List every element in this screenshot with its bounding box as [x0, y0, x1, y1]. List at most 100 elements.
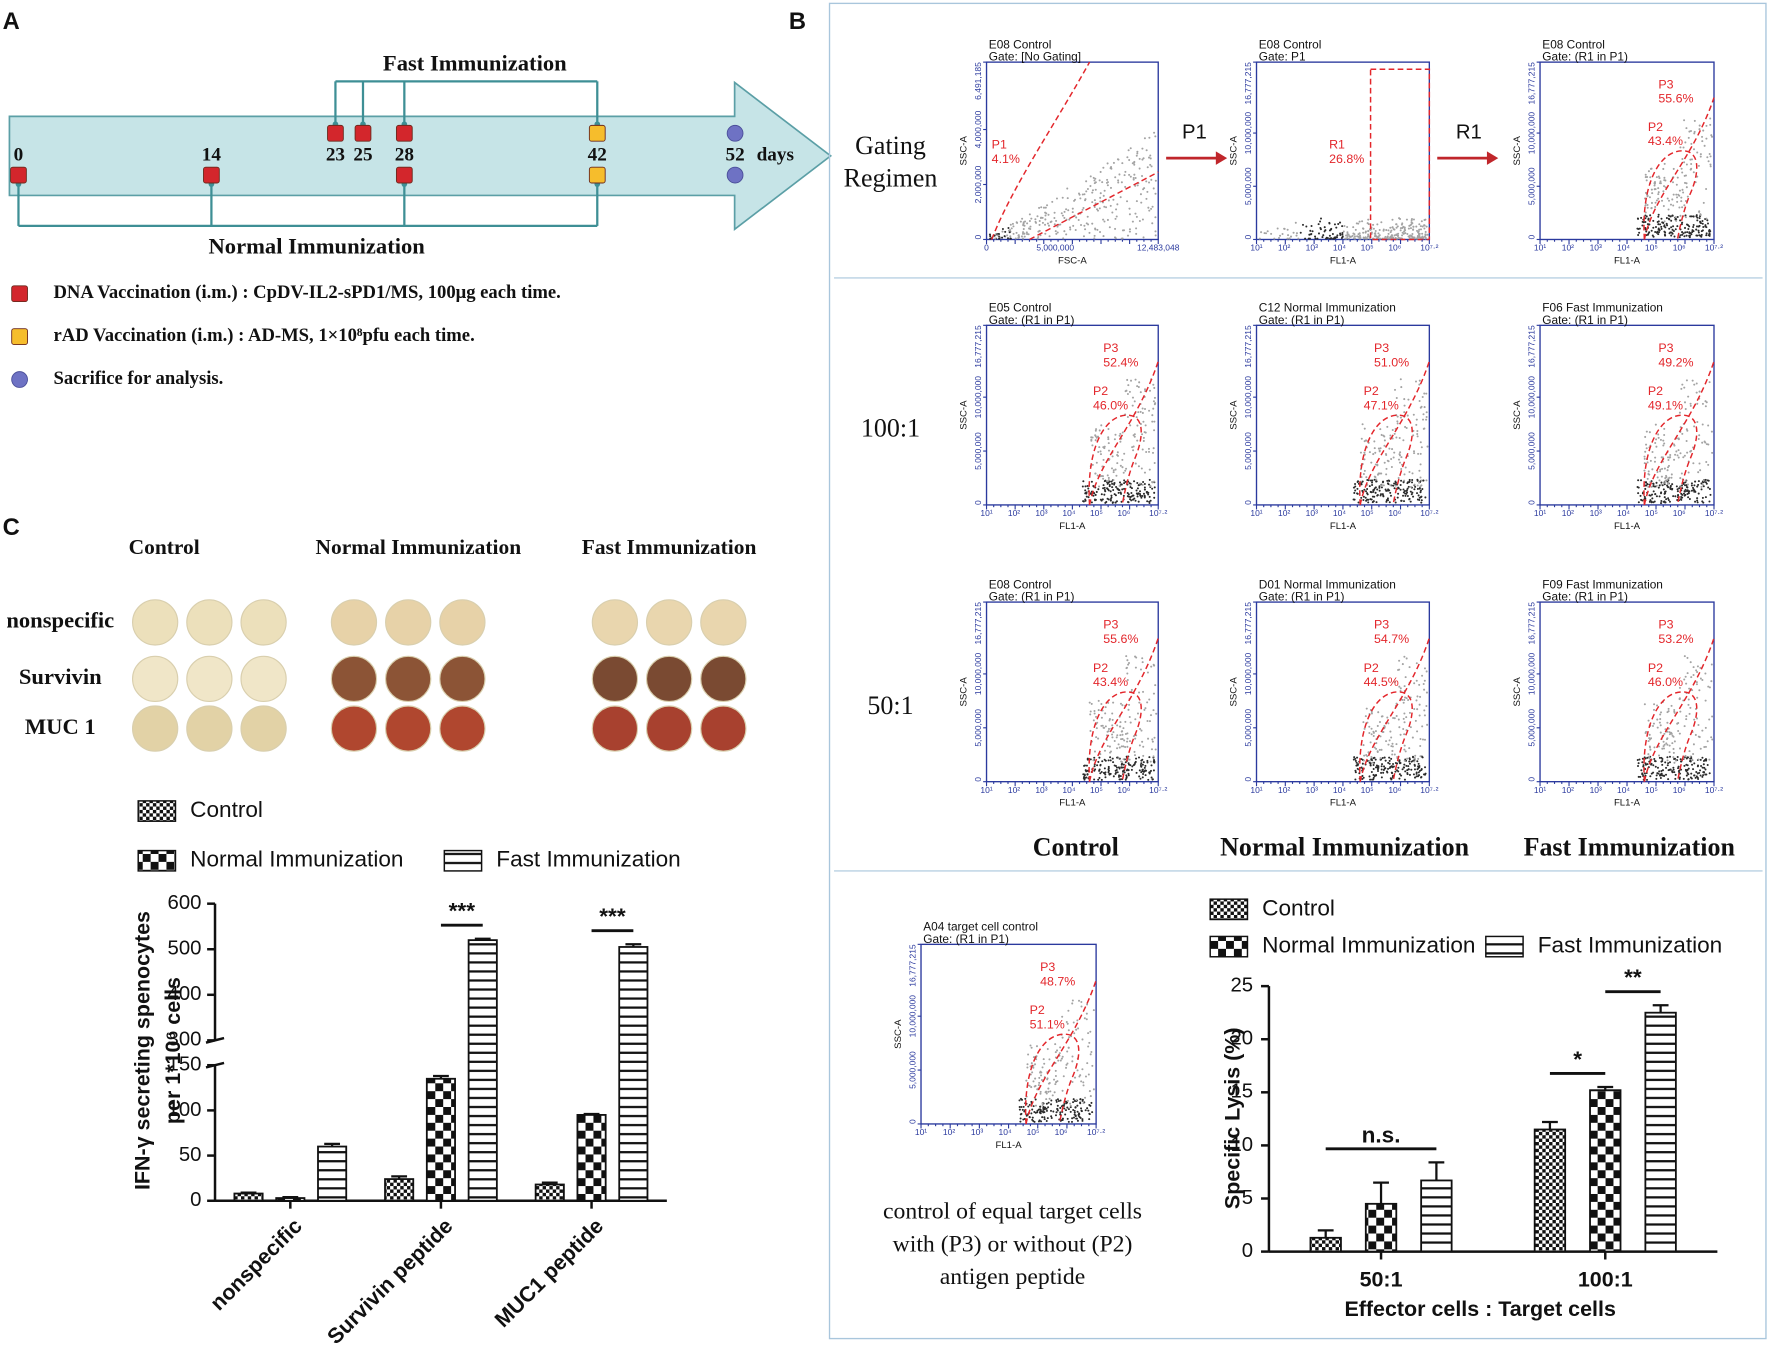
event-dot: [1030, 1100, 1033, 1103]
event-dot: [1701, 402, 1704, 405]
event-dot: [1147, 206, 1150, 209]
event-dot: [1148, 181, 1151, 184]
event-dot: [1363, 451, 1366, 454]
event-dot: [1657, 175, 1660, 178]
event-dot: [1095, 715, 1098, 718]
event-dot: [1153, 480, 1156, 483]
event-dot: [1685, 379, 1688, 382]
y-tick-label: 16,777,215: [1243, 602, 1253, 645]
event-dot: [1412, 218, 1415, 221]
event-dot: [1705, 232, 1708, 235]
event-dot: [1097, 778, 1100, 781]
event-dot: [1681, 233, 1684, 236]
event-dot: [1061, 196, 1064, 199]
event-dot: [1068, 218, 1071, 221]
event-dot: [1048, 235, 1051, 238]
event-dot: [1710, 736, 1713, 739]
event-dot: [1365, 707, 1368, 710]
event-dot: [1673, 711, 1676, 714]
event-dot: [1110, 167, 1113, 170]
event-dot: [1399, 687, 1402, 690]
x-tick-label: 10⁷·²: [1420, 243, 1438, 253]
event-dot: [1688, 687, 1691, 690]
dna-marker: [10, 166, 27, 184]
event-dot: [1687, 703, 1690, 706]
event-dot: [1412, 495, 1415, 498]
event-dot: [1685, 127, 1688, 130]
event-dot: [1040, 1074, 1043, 1077]
event-dot: [1095, 461, 1098, 464]
event-dot: [1663, 743, 1666, 746]
event-dot: [1421, 725, 1424, 728]
gate-name: P2: [1364, 384, 1379, 398]
error-bar: [1428, 1161, 1445, 1181]
event-dot: [1663, 179, 1666, 182]
event-dot: [1410, 768, 1413, 771]
gate: [1029, 171, 1159, 241]
event-dot: [1067, 1108, 1070, 1111]
event-dot: [1657, 436, 1660, 439]
event-dot: [1689, 158, 1692, 161]
event-dot: [1028, 1084, 1031, 1087]
event-dot: [1405, 764, 1408, 767]
event-dot: [1413, 452, 1416, 455]
event-dot: [1379, 237, 1382, 240]
event-dot: [1416, 730, 1419, 733]
event-dot: [1054, 1043, 1057, 1046]
event-dot: [1418, 469, 1421, 472]
event-dot: [1684, 231, 1687, 234]
event-dot: [1056, 1098, 1059, 1101]
event-dot: [1372, 489, 1375, 492]
event-dot: [1391, 749, 1394, 752]
event-dot: [1116, 462, 1119, 465]
error-bar: [1652, 1004, 1669, 1013]
event-dot: [1043, 1116, 1046, 1119]
event-dot: [1365, 476, 1368, 479]
event-dot: [1373, 447, 1376, 450]
y-tick-label: 5,000,000: [1243, 432, 1253, 470]
gate-percent: 47.1%: [1364, 398, 1399, 412]
event-dot: [1135, 771, 1138, 774]
event-dot: [1668, 751, 1671, 754]
event-dot: [1689, 404, 1692, 407]
event-dot: [1111, 736, 1114, 739]
event-dot: [1395, 743, 1398, 746]
event-dot: [1118, 746, 1121, 749]
event-dot: [1050, 1103, 1053, 1106]
x-tick-label: 10¹: [1250, 243, 1262, 253]
event-dot: [1685, 715, 1688, 718]
event-dot: [1038, 220, 1041, 223]
event-dot: [1420, 768, 1423, 771]
event-dot: [1142, 188, 1145, 191]
event-dot: [1403, 698, 1406, 701]
event-dot: [1134, 718, 1137, 721]
event-dot: [1391, 428, 1394, 431]
event-dot: [1305, 225, 1308, 228]
event-dot: [1356, 492, 1359, 495]
event-dot: [1695, 770, 1698, 773]
event-dot: [1060, 212, 1063, 215]
event-dot: [1072, 224, 1075, 227]
event-dot: [1032, 1066, 1035, 1069]
event-dot: [1695, 669, 1698, 672]
event-dot: [1131, 494, 1134, 497]
event-dot: [1423, 679, 1426, 682]
event-dot: [1658, 495, 1661, 498]
event-dot: [1093, 712, 1096, 715]
event-dot: [1396, 422, 1399, 425]
event-dot: [1074, 198, 1077, 201]
event-dot: [1397, 477, 1400, 480]
event-dot: [1650, 772, 1653, 775]
event-dot: [1696, 497, 1699, 500]
event-dot: [1024, 1097, 1027, 1100]
event-dot: [1696, 485, 1699, 488]
event-dot: [1374, 491, 1377, 494]
caption: control of equal target cells: [883, 1199, 1142, 1225]
event-dot: [1129, 498, 1132, 501]
event-dot: [1402, 500, 1406, 503]
event-dot: [1151, 205, 1154, 208]
event-dot: [1711, 738, 1714, 741]
y-tick-label: 10,000,000: [1243, 112, 1253, 155]
event-dot: [1321, 236, 1324, 239]
x-tick-label: 10²: [1278, 785, 1290, 795]
